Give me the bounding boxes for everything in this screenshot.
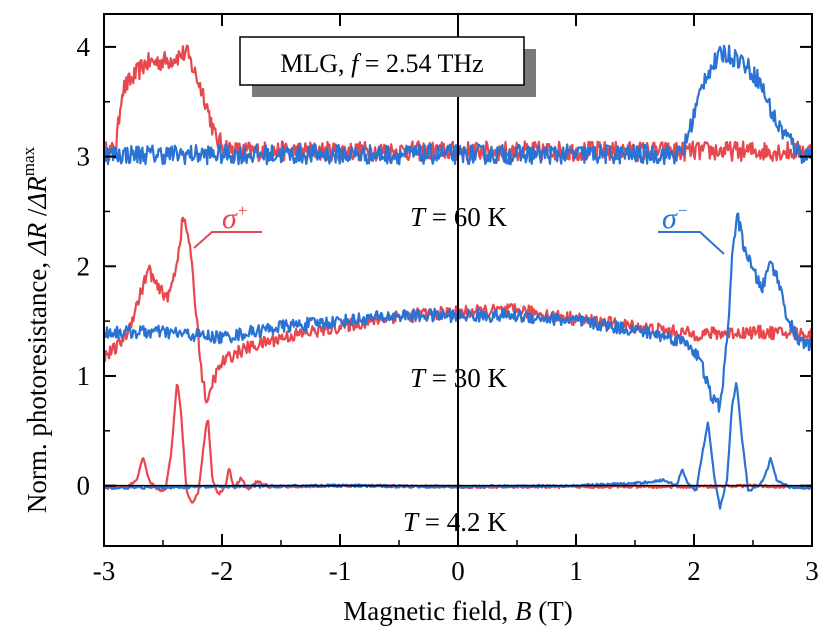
y-tick-label: 2 [77,251,91,281]
x-tick-label: -3 [93,556,116,586]
temperature-label-30K: T = 30 K [410,363,508,393]
tick-layer: -3 -2 -1 0 1 2 3 0 1 2 3 4 [77,14,819,586]
legend-label-sigma-minus: σ− [662,201,688,235]
legend-sigma-minus: σ− [658,201,725,255]
x-tick-label: 3 [805,556,819,586]
annotation-text: MLG, f = 2.54 THz [280,49,483,78]
y-tick-label: 1 [77,361,91,391]
temperature-label-4K: T = 4.2 K [403,507,507,537]
temperature-label-60K: T = 60 K [410,202,508,232]
x-tick-label: 2 [687,556,701,586]
x-axis-title: Magnetic field, B (T) [343,596,572,626]
x-tick-label: 1 [569,556,583,586]
x-tick-label: 0 [451,556,465,586]
x-tick-label: -1 [329,556,352,586]
y-tick-label: 3 [77,142,91,172]
legend-label-sigma-plus: σ+ [222,201,248,235]
legend-sigma-plus: σ+ [193,201,262,249]
y-tick-label: 4 [77,32,91,62]
y-tick-label: 0 [77,471,91,501]
annotation-box: MLG, f = 2.54 THz [239,36,536,97]
x-tick-label: -2 [211,556,234,586]
y-axis-title: Norm. photoresistance, ΔR /ΔRmax [19,146,52,513]
